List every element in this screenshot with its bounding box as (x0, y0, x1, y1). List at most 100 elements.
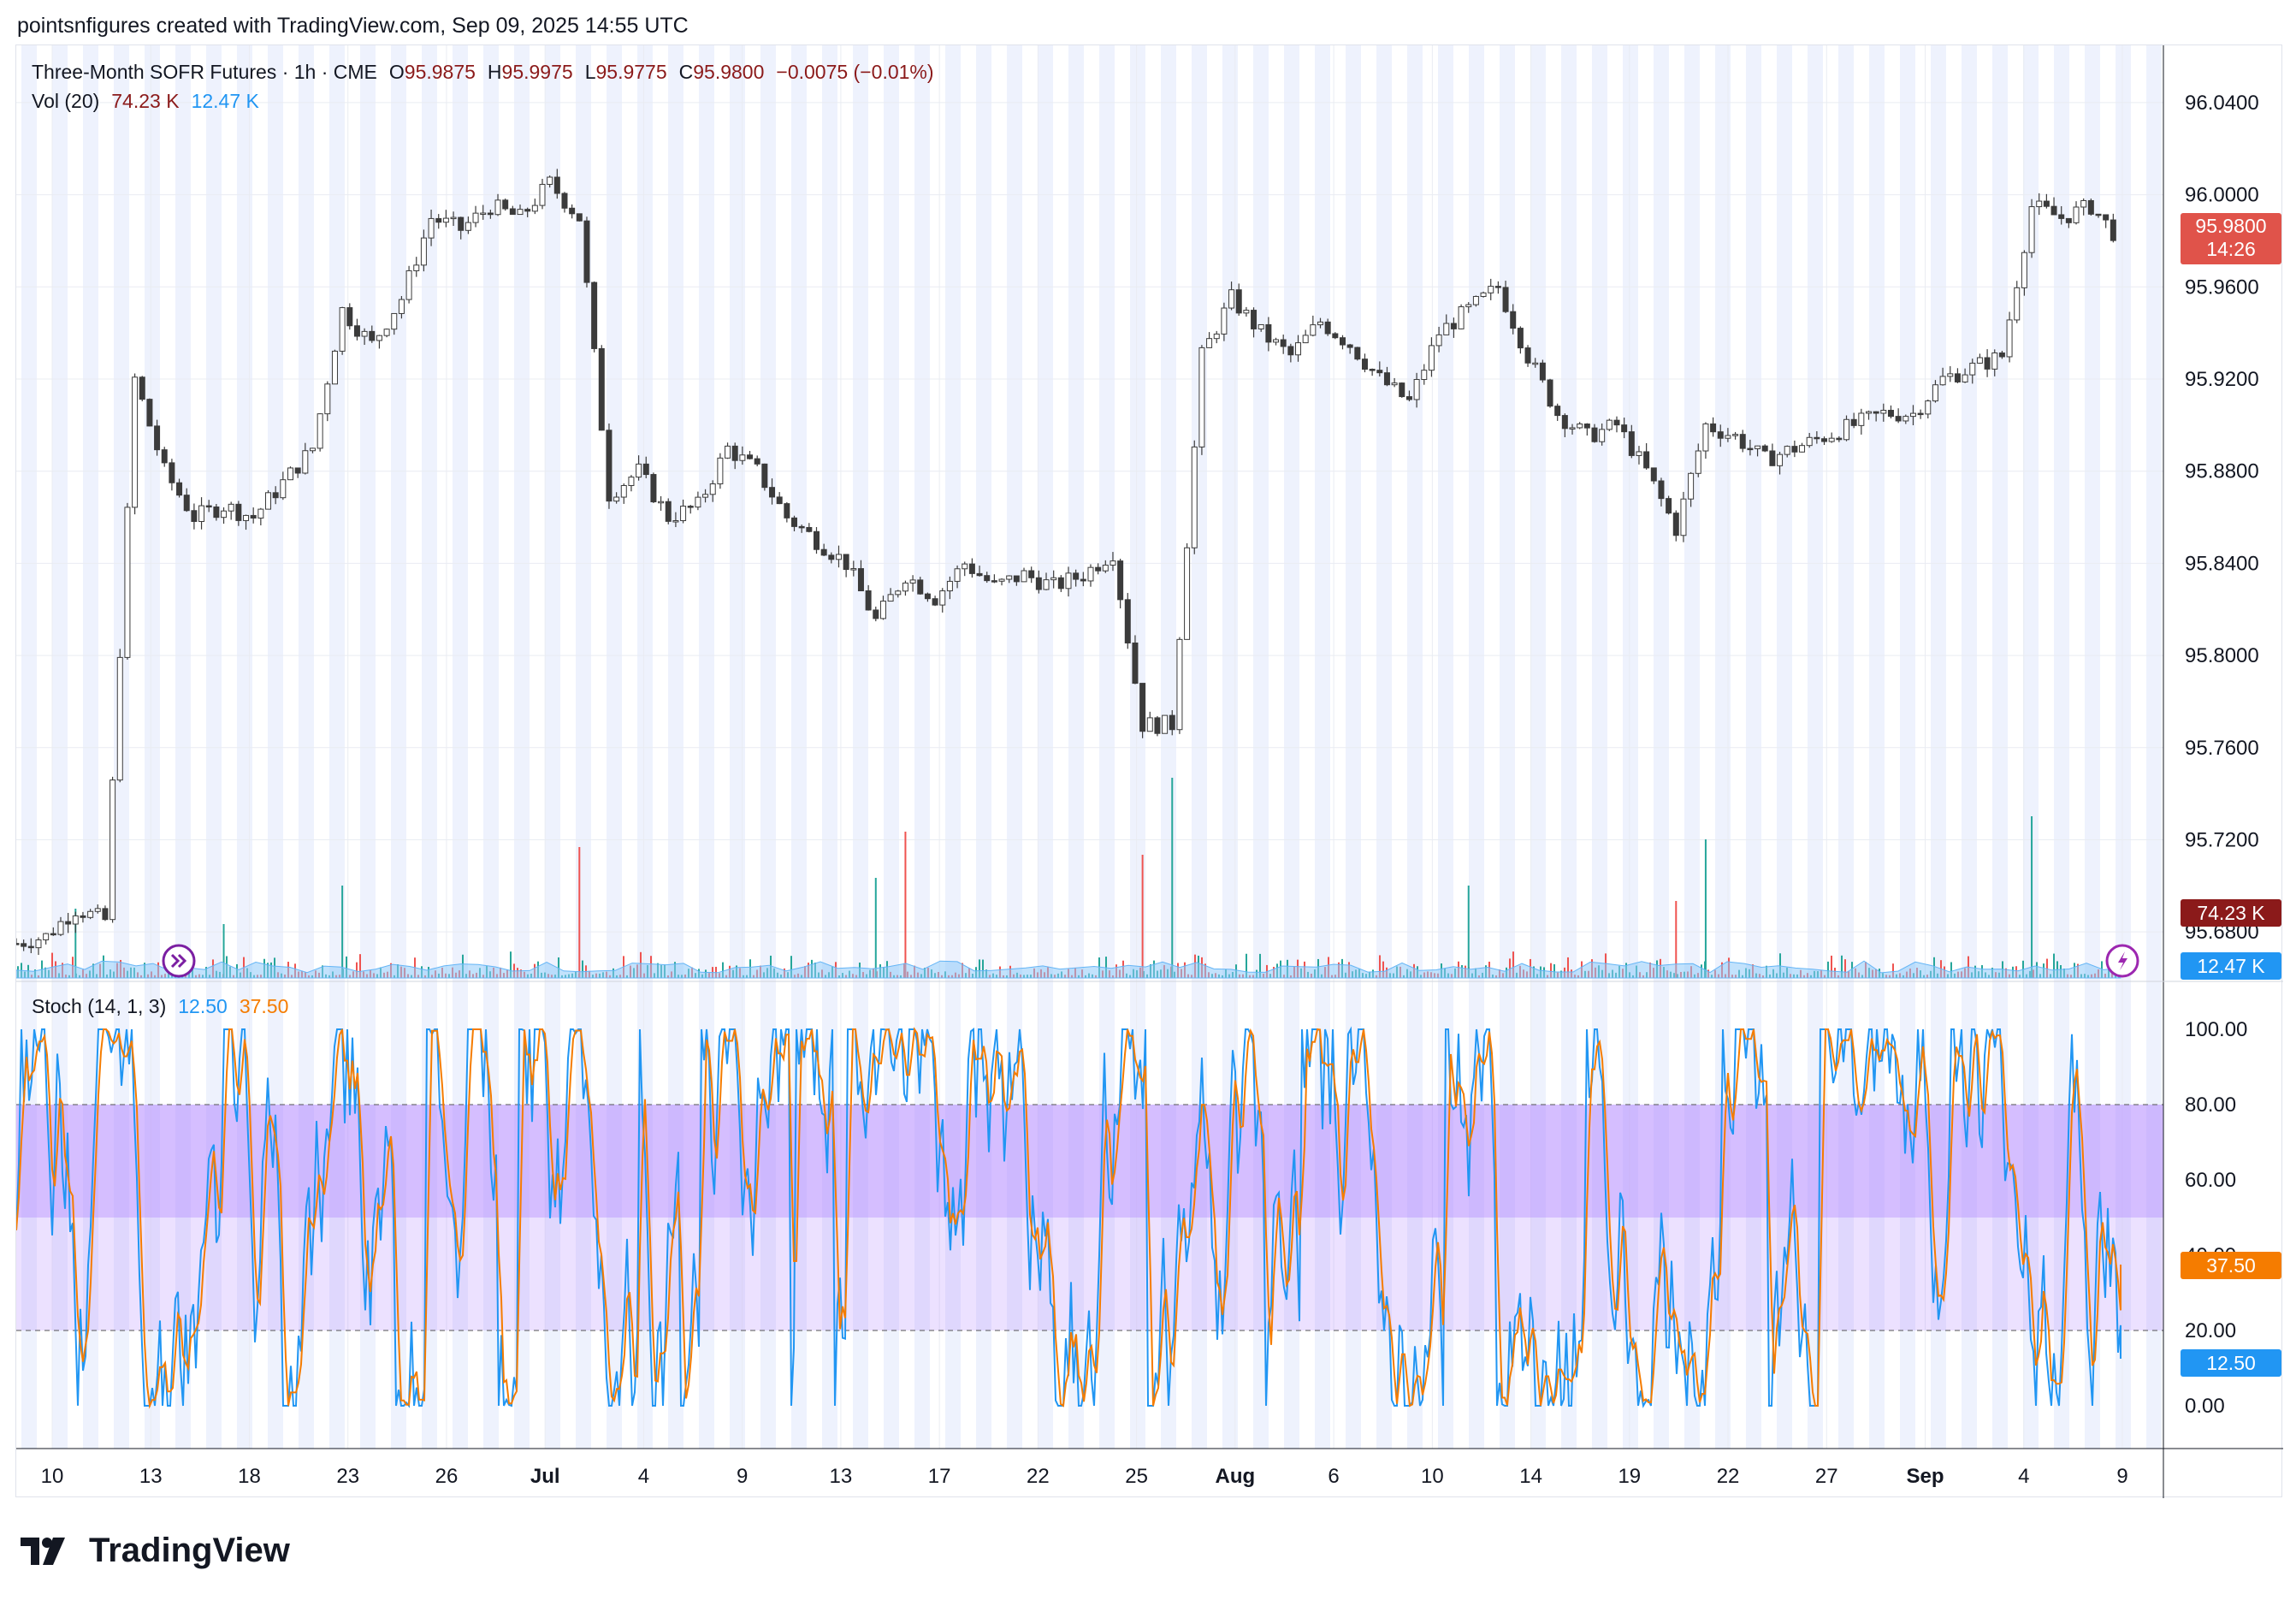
x-tick-label: 10 (41, 1465, 64, 1488)
legend-h-label: H (487, 61, 502, 83)
session-shade (1500, 45, 1515, 1449)
candle-body (250, 514, 257, 519)
candle-body (747, 454, 754, 459)
candle-body (1295, 342, 1302, 356)
lightning-circle-icon[interactable] (2105, 944, 2139, 978)
candle-body (680, 506, 687, 522)
candle-body (480, 212, 487, 216)
candle-body (665, 501, 672, 522)
x-tick-label: Aug (1216, 1465, 1256, 1488)
candle-body (1369, 369, 1376, 371)
y-tick-label: 95.7600 (2185, 737, 2259, 760)
candle-body (346, 307, 353, 327)
candle-body (1636, 451, 1642, 456)
candle-body (761, 463, 768, 489)
y-tick-label: 95.8400 (2185, 552, 2259, 575)
candle-body (1843, 418, 1850, 441)
candle-body (458, 216, 465, 231)
candle-body (72, 915, 79, 925)
candle-body (465, 222, 471, 231)
candle-body (1339, 337, 1346, 346)
candle-body (35, 939, 42, 949)
legend-c-label: C (678, 61, 694, 83)
candle-body (139, 376, 145, 400)
y-tick-label: 95.8800 (2185, 460, 2259, 483)
candle-body (1517, 328, 1524, 349)
session-shade (1284, 45, 1299, 1449)
candle-body (857, 568, 864, 592)
session-shade (206, 45, 222, 1449)
chart-frame[interactable]: 96.0400 96.0000 95.9600 95.9200 95.8800 95.84… (15, 44, 2283, 1498)
candle-body (1880, 410, 1887, 414)
price-series (16, 169, 2116, 956)
stoch-label[interactable]: Stoch (14, 1, 3) (32, 995, 167, 1017)
candle-body (1228, 289, 1235, 309)
candle-body (2065, 217, 2072, 223)
candle-body (1154, 717, 1161, 734)
candle-body (124, 507, 131, 658)
candle-body (132, 376, 139, 508)
candle-body (1547, 379, 1553, 407)
candle-body (2021, 252, 2027, 288)
candle-body (294, 467, 301, 474)
x-tick-label: 18 (238, 1465, 261, 1488)
candle-body (1902, 416, 1909, 422)
arrow-right-circle-icon[interactable] (162, 944, 196, 978)
candle-body (176, 482, 183, 496)
legend-symbol[interactable]: Three-Month SOFR Futures · 1h · CME (32, 61, 377, 83)
candle-body (243, 514, 250, 521)
candle-body (191, 510, 198, 522)
session-shade (391, 45, 406, 1449)
candle-body (509, 208, 516, 216)
candle-body (1850, 418, 1857, 426)
session-shade (2023, 45, 2039, 1449)
candle-body (1435, 334, 1442, 347)
brand[interactable]: TradingView (19, 1532, 290, 1570)
candle-body (1984, 357, 1991, 370)
candle-body (598, 347, 605, 431)
candle-body (1102, 564, 1109, 572)
candle-body (1376, 370, 1383, 374)
candle-body (1917, 412, 1924, 416)
candle-body (1169, 714, 1175, 731)
candle-body (702, 494, 709, 498)
candle-body (1909, 412, 1916, 418)
session-shade (1315, 45, 1330, 1449)
candle-body (636, 463, 642, 478)
session-shade (268, 45, 283, 1449)
candle-body (902, 582, 908, 592)
legend-o-label: O (388, 61, 405, 83)
candle-body (161, 449, 168, 464)
candle-body (1628, 431, 1635, 456)
candle-body (569, 207, 576, 215)
candle-body (1458, 306, 1465, 329)
candle-body (27, 945, 34, 949)
candle-body (57, 921, 64, 935)
candle-body (1991, 352, 1998, 370)
candle-body (717, 457, 724, 485)
candle-body (843, 554, 849, 571)
candle-body (1732, 434, 1739, 436)
candle-body (1510, 311, 1517, 329)
stoch-band (16, 1104, 2163, 1331)
chart-canvas[interactable]: 96.0400 96.0000 95.9600 95.9200 95.8800 95.84… (16, 45, 2283, 1498)
candle-body (976, 572, 983, 577)
candle-body (1717, 431, 1724, 439)
session-shade (1684, 45, 1700, 1449)
session-shade (1376, 45, 1392, 1449)
candle-body (954, 568, 961, 582)
session-shade (1253, 45, 1269, 1449)
session-shade (1992, 45, 2008, 1449)
session-shade (884, 45, 899, 1449)
candle-body (494, 199, 501, 216)
session-shade (1869, 45, 1885, 1449)
candle-body (280, 479, 287, 499)
candle-body (650, 474, 657, 503)
candle-body (828, 554, 835, 560)
candle-body (1561, 415, 1568, 430)
vol-label[interactable]: Vol (20) (32, 90, 100, 112)
candle-body (962, 563, 968, 570)
session-shade (2116, 45, 2131, 1449)
candle-body (1606, 419, 1613, 430)
candle-body (1176, 638, 1183, 731)
